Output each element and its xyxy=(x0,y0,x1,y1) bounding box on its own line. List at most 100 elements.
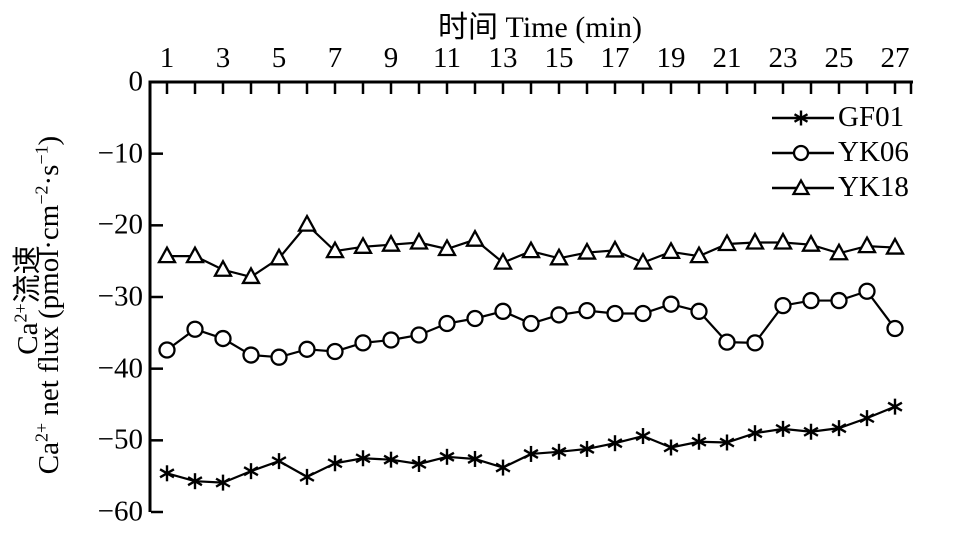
x-tick-label: 9 xyxy=(383,42,399,74)
y-label-en-p1: Ca xyxy=(33,442,65,475)
asterisk-marker xyxy=(831,423,847,434)
asterisk-marker xyxy=(719,437,735,448)
y-label-en-p3: ·s xyxy=(33,164,65,186)
asterisk-marker xyxy=(383,454,399,465)
circle-marker xyxy=(298,340,316,358)
asterisk-marker xyxy=(355,453,371,464)
circle-marker xyxy=(382,331,400,349)
triangle-marker xyxy=(297,213,317,232)
triangle-marker xyxy=(213,258,233,277)
triangle-marker xyxy=(885,236,905,255)
x-tick-label: 1 xyxy=(159,42,175,74)
asterisk-marker xyxy=(271,456,287,467)
asterisk-marker xyxy=(523,448,539,459)
asterisk-marker xyxy=(691,436,707,447)
triangle-marker xyxy=(521,240,541,259)
circle-marker xyxy=(242,346,260,364)
legend-item-YK06: YK06 xyxy=(772,135,909,170)
asterisk-marker xyxy=(439,451,455,462)
triangle-marker xyxy=(857,235,877,254)
asterisk-marker xyxy=(859,413,875,424)
y-tick-label: −60 xyxy=(97,495,143,528)
asterisk-marker xyxy=(887,401,903,412)
asterisk-marker xyxy=(243,466,259,477)
asterisk-marker xyxy=(187,476,203,487)
legend-circle xyxy=(792,144,810,161)
x-tick-label: 21 xyxy=(712,42,742,74)
asterisk-marker xyxy=(495,462,511,473)
y-label-en-s3: −1 xyxy=(31,145,52,165)
circle-marker-icon xyxy=(772,144,834,161)
x-tick-label: 17 xyxy=(600,42,630,74)
circle-marker xyxy=(466,309,484,328)
circle-marker xyxy=(270,348,288,366)
circle-marker xyxy=(634,304,652,323)
circle-marker xyxy=(718,333,736,351)
x-tick-label: 3 xyxy=(215,42,231,74)
triangle-marker xyxy=(773,231,793,250)
circle-marker xyxy=(354,334,372,352)
series-GF01-line xyxy=(166,405,896,484)
y-label-en-s1: 2+ xyxy=(31,422,52,443)
circle-marker xyxy=(186,320,204,338)
circle-marker xyxy=(522,314,540,333)
y-axis-label-en: Ca2+ net flux (pmol·cm−2·s−1) xyxy=(31,70,69,534)
triangle-marker xyxy=(241,266,261,285)
legend-asterisk xyxy=(793,112,809,123)
circle-marker xyxy=(438,314,456,333)
y-label-cn-sup: 2+ xyxy=(10,303,31,323)
asterisk-marker xyxy=(803,426,819,437)
legend-item-GF01: GF01 xyxy=(772,100,909,135)
triangle-marker xyxy=(577,241,597,260)
triangle-marker xyxy=(185,245,205,264)
triangle-marker xyxy=(745,231,765,250)
legend-label: GF01 xyxy=(838,101,905,133)
triangle-marker xyxy=(353,235,373,254)
x-tick-label: 25 xyxy=(824,42,854,74)
circle-marker xyxy=(662,295,680,313)
asterisk-marker xyxy=(299,471,315,482)
y-tick-label: −50 xyxy=(97,423,143,456)
asterisk-marker xyxy=(551,446,567,457)
y-tick-label: −20 xyxy=(97,208,143,241)
triangle-marker xyxy=(829,242,849,261)
triangle-marker xyxy=(493,251,513,270)
x-tick-label: 19 xyxy=(656,42,686,74)
circle-marker xyxy=(578,301,596,320)
circle-marker xyxy=(858,282,876,300)
circle-marker xyxy=(690,302,708,320)
asterisk-marker xyxy=(579,443,595,454)
circle-marker xyxy=(410,326,428,344)
asterisk-marker xyxy=(215,477,231,488)
circle-marker xyxy=(494,302,512,320)
triangle-marker xyxy=(325,240,345,259)
circle-marker xyxy=(746,334,764,352)
triangle-marker xyxy=(381,233,401,252)
asterisk-marker xyxy=(607,438,623,449)
asterisk-marker xyxy=(775,423,791,434)
legend-label: YK06 xyxy=(838,136,909,168)
y-label-en-p4: ) xyxy=(33,135,65,146)
asterisk-marker xyxy=(635,430,651,442)
circle-marker xyxy=(886,319,904,338)
x-tick-label: 11 xyxy=(433,42,461,74)
circle-marker xyxy=(774,296,792,315)
y-tick-label: −10 xyxy=(97,137,143,170)
triangle-marker xyxy=(437,238,457,257)
y-tick-label: 0 xyxy=(128,65,144,98)
asterisk-marker xyxy=(159,468,175,479)
triangle-marker xyxy=(689,245,709,264)
triangle-marker xyxy=(269,247,289,266)
x-tick-label: 5 xyxy=(271,42,287,74)
triangle-marker xyxy=(157,245,177,264)
x-tick-label: 27 xyxy=(880,42,910,74)
x-tick-label: 23 xyxy=(768,42,798,74)
triangle-marker xyxy=(801,233,821,252)
asterisk-marker xyxy=(467,453,483,465)
circle-marker xyxy=(158,341,176,359)
triangle-marker xyxy=(605,239,625,258)
asterisk-marker-icon xyxy=(772,110,834,125)
x-axis-title: 时间 Time (min) xyxy=(438,11,642,44)
